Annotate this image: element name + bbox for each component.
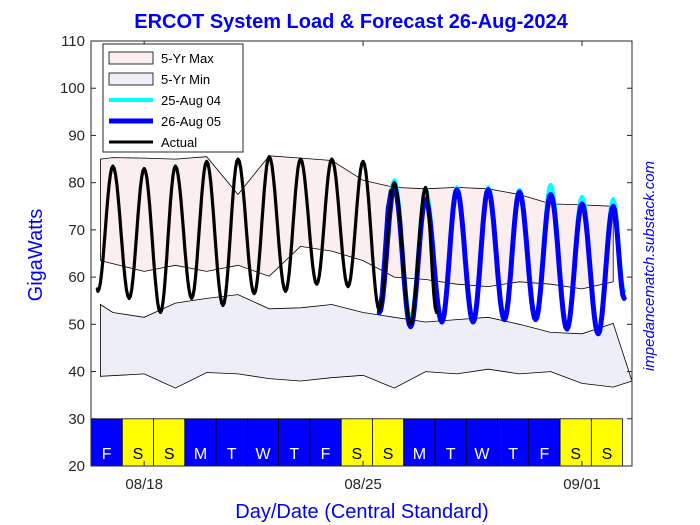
axes: 20 30 40 50 60 70 80 90 100 110 08/18 08/25 09/01 [60,33,632,493]
day-label: M [194,446,207,463]
credit-text: impedancematch.substack.com [641,161,658,371]
x-tick-label: 08/25 [344,476,382,493]
day-cell [278,418,311,467]
day-label: S [570,446,581,463]
y-tick-label: 100 [60,80,85,97]
y-tick-label: 50 [68,316,85,333]
day-label: S [351,446,362,463]
day-label: F [102,446,112,463]
x-tick-label: 08/18 [125,476,163,493]
day-cell [246,418,280,467]
y-tick-label: 40 [68,364,85,381]
y-tick-label: 20 [68,458,85,475]
y-tick-label: 60 [68,269,85,286]
day-cell [434,418,467,467]
day-cell [528,418,561,467]
load-lines [95,155,627,337]
x-tick-label: 09/01 [563,476,601,493]
x-axis-label: Day/Date (Central Standard) [235,501,488,523]
day-label: W [474,446,490,463]
legend: 5-Yr Max 5-Yr Min 25-Aug 04 26-Aug 05 Actual [102,43,244,153]
legend-label: 26-Aug 05 [161,114,221,129]
series-line-actual [95,155,439,326]
day-cell [403,418,436,467]
day-cell [309,418,342,467]
day-cell [371,418,405,467]
day-label: S [164,446,175,463]
y-tick-label: 110 [61,33,85,50]
y-tick-label: 30 [68,411,85,428]
legend-label: Actual [161,135,197,150]
day-label: W [255,446,271,463]
day-label: T [289,446,299,463]
day-label: T [446,446,456,463]
legend-swatch [108,72,154,86]
day-label: T [227,446,237,463]
y-tick-label: 70 [68,222,85,239]
legend-label: 25-Aug 04 [161,93,221,108]
legend-label: 5-Yr Min [161,72,210,87]
day-label: S [133,446,144,463]
day-cell [559,418,592,467]
day-cell [153,418,186,467]
day-label: S [602,446,613,463]
day-label: F [540,446,550,463]
legend-label: 5-Yr Max [161,51,214,66]
y-tick-label: 80 [68,175,85,192]
y-axis-label: GigaWatts [25,209,47,302]
legend-swatch [108,51,154,65]
chart-title: ERCOT System Load & Forecast 26-Aug-2024 [134,11,568,33]
day-label: F [321,446,331,463]
day-label: S [383,446,394,463]
day-label: T [508,446,518,463]
y-tick-label: 90 [68,127,85,144]
day-label: M [413,446,426,463]
plot-frame [90,40,633,467]
